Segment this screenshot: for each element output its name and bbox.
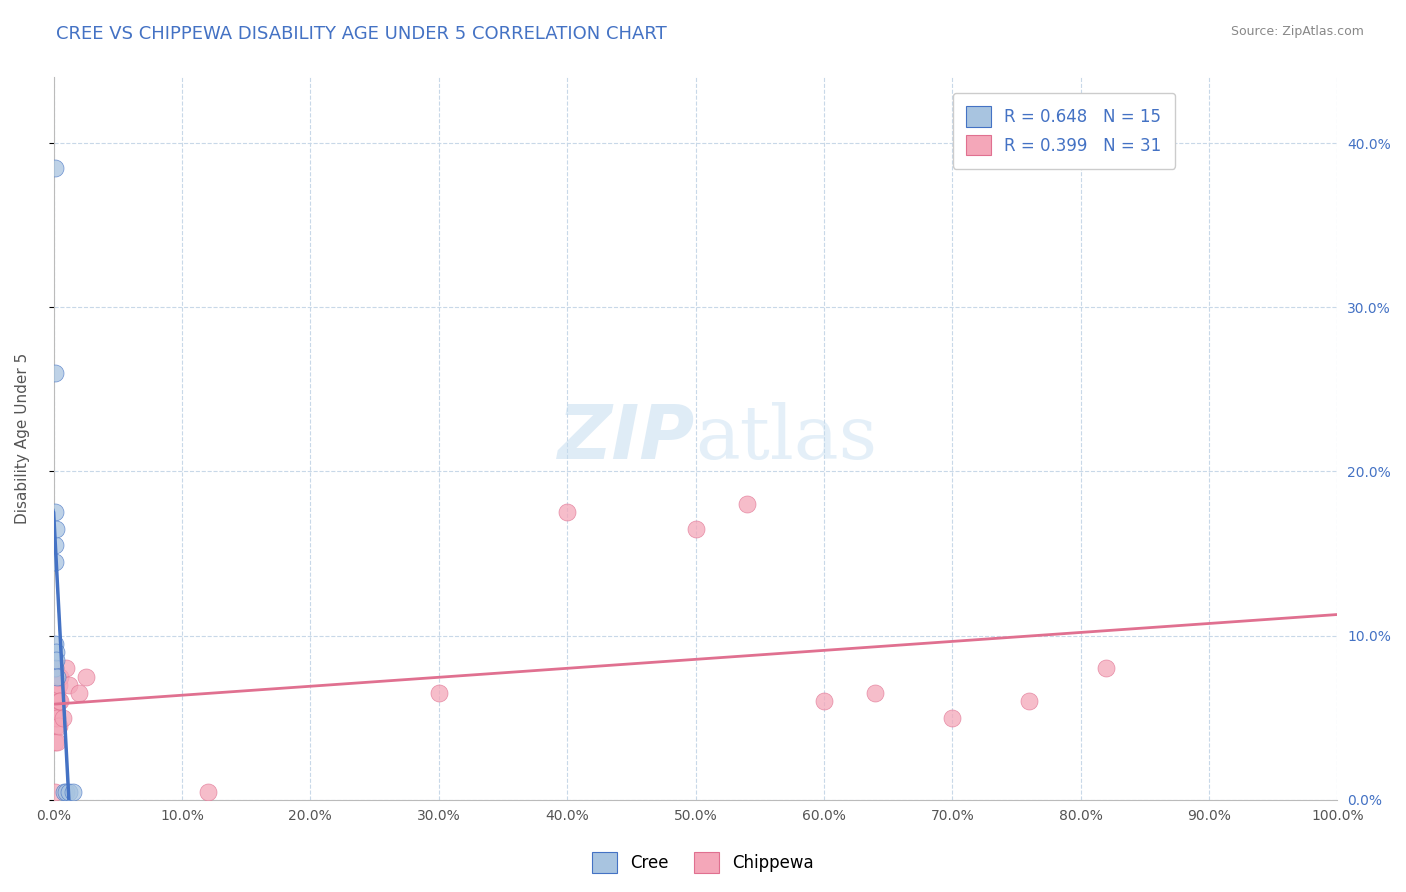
Text: CREE VS CHIPPEWA DISABILITY AGE UNDER 5 CORRELATION CHART: CREE VS CHIPPEWA DISABILITY AGE UNDER 5 … — [56, 25, 666, 43]
Point — [44, 711, 66, 725]
Legend: R = 0.648   N = 15, R = 0.399   N = 31: R = 0.648 N = 15, R = 0.399 N = 31 — [953, 93, 1175, 169]
Text: ZIP: ZIP — [558, 402, 696, 475]
Point — [58, 678, 80, 692]
Point — [44, 506, 66, 520]
Point — [45, 653, 67, 667]
Point — [44, 538, 66, 552]
Point — [48, 678, 70, 692]
Point — [46, 686, 69, 700]
Point — [197, 784, 219, 798]
Point — [55, 661, 77, 675]
Point — [865, 686, 887, 700]
Point — [48, 694, 70, 708]
Point — [813, 694, 835, 708]
Legend: Cree, Chippewa: Cree, Chippewa — [585, 846, 821, 880]
Point — [45, 678, 67, 692]
Point — [67, 686, 90, 700]
Point — [1095, 661, 1118, 675]
Point — [44, 694, 66, 708]
Point — [44, 661, 66, 675]
Point — [941, 711, 963, 725]
Point — [46, 670, 69, 684]
Point — [58, 784, 80, 798]
Point — [44, 555, 66, 569]
Point — [45, 645, 67, 659]
Point — [55, 784, 77, 798]
Point — [685, 522, 707, 536]
Point — [44, 366, 66, 380]
Point — [46, 735, 69, 749]
Point — [52, 784, 75, 798]
Point — [735, 497, 758, 511]
Point — [44, 735, 66, 749]
Point — [62, 784, 84, 798]
Point — [555, 506, 578, 520]
Point — [44, 784, 66, 798]
Point — [1018, 694, 1040, 708]
Point — [45, 522, 67, 536]
Point — [45, 702, 67, 716]
Text: atlas: atlas — [696, 402, 877, 475]
Y-axis label: Disability Age Under 5: Disability Age Under 5 — [15, 353, 30, 524]
Point — [52, 711, 75, 725]
Point — [44, 637, 66, 651]
Point — [44, 161, 66, 175]
Point — [49, 694, 72, 708]
Point — [45, 719, 67, 733]
Point — [427, 686, 450, 700]
Text: Source: ZipAtlas.com: Source: ZipAtlas.com — [1230, 25, 1364, 38]
Point — [44, 661, 66, 675]
Point — [48, 719, 70, 733]
Point — [46, 711, 69, 725]
Point — [49, 670, 72, 684]
Point — [75, 670, 97, 684]
